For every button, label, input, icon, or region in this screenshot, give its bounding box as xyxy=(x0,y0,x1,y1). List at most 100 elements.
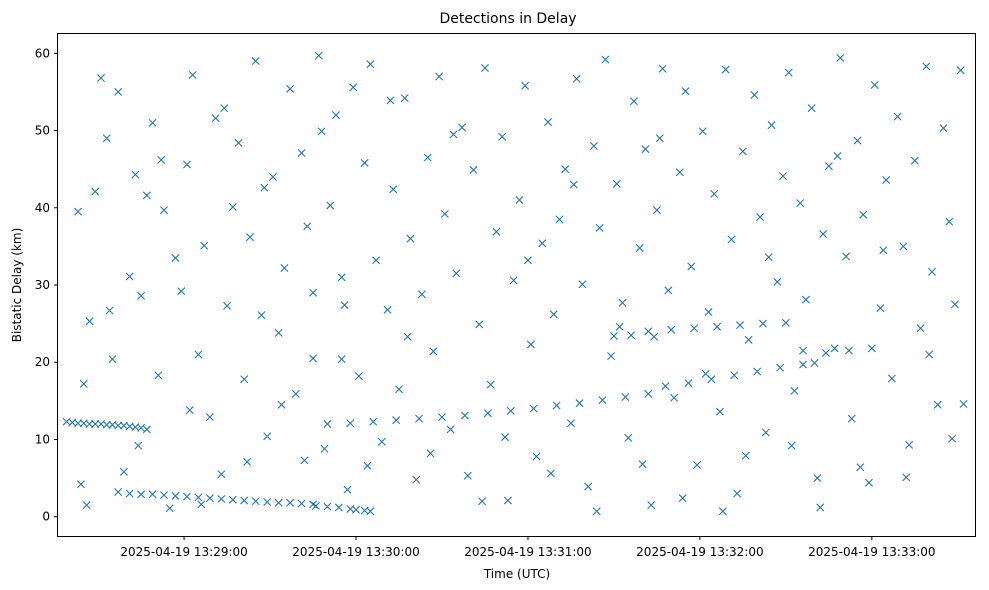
data-point xyxy=(945,217,954,226)
data-point xyxy=(369,417,378,426)
data-point xyxy=(240,375,249,384)
data-point xyxy=(119,467,128,476)
data-point xyxy=(458,123,467,132)
data-point xyxy=(644,389,653,398)
data-point xyxy=(286,84,295,93)
data-point xyxy=(114,421,123,430)
data-point xyxy=(263,498,272,507)
data-point xyxy=(584,482,593,491)
data-point xyxy=(469,165,478,174)
data-point xyxy=(721,65,730,74)
data-point xyxy=(323,502,332,511)
data-point xyxy=(317,127,326,136)
data-point xyxy=(389,185,398,194)
x-axis-ticks: 2025-04-19 13:29:00 2025-04-19 13:30:00 20… xyxy=(120,536,936,559)
data-point xyxy=(552,401,561,410)
data-point xyxy=(506,406,515,415)
data-point xyxy=(790,386,799,395)
data-point xyxy=(784,68,793,77)
data-point xyxy=(566,419,575,428)
data-point xyxy=(758,319,767,328)
data-point xyxy=(85,317,94,326)
data-point xyxy=(406,234,415,243)
data-point xyxy=(486,380,495,389)
data-point xyxy=(337,273,346,282)
data-point xyxy=(925,350,934,359)
data-point xyxy=(498,132,507,141)
data-point xyxy=(148,490,157,499)
data-point xyxy=(274,498,283,507)
data-point xyxy=(933,400,942,409)
data-point xyxy=(463,471,472,480)
data-point xyxy=(142,425,151,434)
data-point xyxy=(475,320,484,329)
plot-frame xyxy=(57,33,976,537)
data-point xyxy=(343,485,352,494)
data-point xyxy=(372,256,381,265)
data-point xyxy=(240,496,249,505)
data-point xyxy=(853,136,862,145)
data-point xyxy=(810,359,819,367)
data-point xyxy=(82,501,91,510)
data-point xyxy=(205,413,214,422)
data-point xyxy=(228,203,237,211)
data-point xyxy=(426,449,435,458)
data-point xyxy=(102,420,111,429)
data-point xyxy=(658,64,667,73)
data-point xyxy=(916,324,925,333)
data-point xyxy=(799,346,808,355)
data-point xyxy=(718,507,727,516)
data-point xyxy=(756,213,765,222)
data-point xyxy=(157,155,166,164)
data-point xyxy=(114,487,123,496)
data-point xyxy=(753,367,762,376)
data-point xyxy=(690,324,699,333)
data-point xyxy=(311,501,320,510)
data-point xyxy=(200,241,209,250)
data-point xyxy=(607,352,616,361)
data-point xyxy=(452,269,461,278)
data-point xyxy=(480,63,489,72)
data-point xyxy=(532,452,541,461)
data-point xyxy=(867,344,876,353)
data-point xyxy=(137,423,146,432)
data-point xyxy=(902,473,911,482)
data-point xyxy=(621,392,630,401)
data-point xyxy=(572,74,581,83)
data-point xyxy=(879,246,888,255)
data-point xyxy=(842,252,851,261)
data-point xyxy=(693,460,702,469)
data-point xyxy=(575,399,584,408)
data-point xyxy=(76,480,85,489)
data-point xyxy=(592,507,601,516)
data-point xyxy=(331,111,340,120)
data-point xyxy=(678,494,687,503)
data-point xyxy=(928,267,937,276)
data-point xyxy=(523,256,532,265)
data-point xyxy=(561,165,570,174)
data-point xyxy=(148,118,157,127)
data-point xyxy=(764,253,773,262)
x-tick-label: 2025-04-19 13:29:00 xyxy=(120,545,247,559)
data-point xyxy=(787,441,796,450)
data-point xyxy=(813,474,822,483)
data-point xyxy=(478,497,487,506)
data-point xyxy=(386,96,395,105)
data-point xyxy=(687,262,696,271)
data-point xyxy=(824,162,833,171)
data-point xyxy=(286,498,295,507)
data-point xyxy=(297,148,306,157)
data-point xyxy=(323,420,332,429)
data-point xyxy=(337,355,346,364)
data-point xyxy=(217,494,226,503)
data-point xyxy=(893,112,902,121)
data-point xyxy=(423,153,432,162)
data-point xyxy=(635,243,644,252)
data-point xyxy=(349,83,358,92)
data-point xyxy=(194,350,203,359)
data-point xyxy=(228,495,237,504)
data-point xyxy=(859,210,868,219)
data-markers xyxy=(62,51,968,516)
data-point xyxy=(366,507,375,516)
data-point xyxy=(320,444,329,453)
